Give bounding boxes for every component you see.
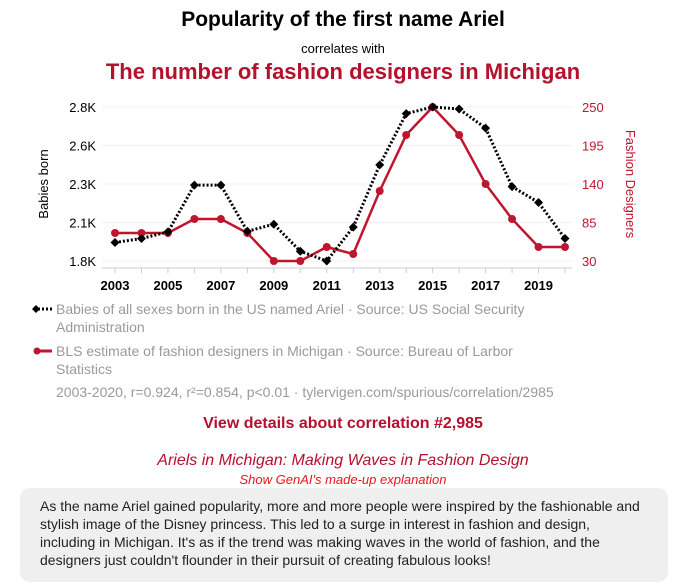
legend-marker-2 — [33, 347, 52, 355]
fashion-designers-line — [115, 105, 565, 263]
show-genai-link[interactable]: Show GenAI's made-up explanation — [239, 472, 447, 487]
legend-label-2: BLS estimate of fashion designers in Mic… — [56, 343, 513, 377]
babies-point — [348, 222, 358, 232]
y-tick-label: 2.6K — [69, 139, 96, 154]
fashion-designers-point — [402, 131, 411, 139]
legend-label-1: Babies of all sexes born in the US named… — [56, 301, 525, 335]
y-tick-label: 2.3K — [69, 177, 96, 192]
babies-point — [481, 123, 491, 133]
legend-marker-1 — [32, 305, 52, 313]
view-details-link[interactable]: View details about correlation #2,985 — [203, 415, 483, 432]
babies-point — [534, 197, 544, 207]
legend-series-2: BLS estimate of fashion designers in Mic… — [56, 342, 556, 378]
fashion-designers-point — [534, 243, 543, 251]
fashion-designers-point — [508, 215, 517, 223]
y-axis-label: Babies born — [36, 149, 51, 218]
babies-point — [560, 234, 570, 244]
fashion-designers-point — [296, 257, 305, 265]
babies-point — [110, 238, 120, 248]
y2-tick-label: 140 — [582, 177, 604, 192]
fashion-designers-point — [190, 215, 199, 223]
x-tick-label: 2003 — [101, 278, 130, 293]
babies-point — [242, 226, 252, 236]
babies-point — [322, 256, 332, 266]
fashion-designers-point — [349, 250, 358, 258]
fashion-designers-point — [322, 243, 331, 251]
x-tick-label: 2013 — [365, 278, 394, 293]
x-tick-label: 2015 — [418, 278, 447, 293]
babies-point — [163, 227, 173, 237]
genai-title: Ariels in Michigan: Making Waves in Fash… — [157, 452, 529, 469]
y-tick-label: 1.8K — [69, 254, 96, 269]
y2-tick-label: 250 — [582, 100, 604, 115]
stats-text: 2003-2020, r=0.924, r²=0.854, p<0.01 · t… — [56, 384, 554, 400]
correlation-chart: 1.8K 30 2.1K 85 2.3K 140 2.6K 195 2.8K 250 2003 200… — [36, 100, 638, 293]
y2-tick-label: 195 — [582, 139, 604, 154]
y-tick-label: 2.8K — [69, 100, 96, 115]
fashion-designers-point — [137, 229, 146, 237]
x-tick-label: 2005 — [153, 278, 182, 293]
y-tick-label: 2.1K — [69, 216, 96, 231]
babies-point — [428, 102, 438, 112]
chart-title: Popularity of the first name Ariel — [181, 8, 505, 31]
x-tick-label: 2019 — [524, 278, 553, 293]
x-tick-label: 2011 — [313, 278, 341, 293]
fashion-designers-point — [269, 257, 278, 265]
babies-point — [401, 109, 411, 119]
x-tick-label: 2009 — [259, 278, 288, 293]
genai-explanation: As the name Ariel gained popularity, mor… — [20, 488, 668, 582]
fashion-designers-point — [375, 187, 384, 195]
fashion-designers-point — [481, 180, 490, 188]
babies-point — [189, 180, 199, 190]
legend-series-1: Babies of all sexes born in the US named… — [56, 300, 556, 336]
y2-tick-label: 30 — [582, 254, 596, 269]
babies-point — [136, 234, 146, 244]
chart-title-2: The number of fashion designers in Michi… — [105, 59, 581, 84]
chart-subtitle: correlates with — [301, 41, 385, 56]
fashion-designers-point — [561, 243, 569, 251]
fashion-designers-point — [111, 229, 119, 237]
babies-point — [295, 246, 305, 256]
babies-point — [216, 180, 226, 190]
x-tick-label: 2017 — [471, 278, 500, 293]
y2-tick-label: 85 — [582, 216, 596, 231]
babies-point — [375, 160, 385, 170]
fashion-designers-point — [455, 131, 464, 139]
x-tick-label: 2007 — [206, 278, 235, 293]
babies-point — [507, 182, 517, 192]
babies-point — [269, 219, 279, 229]
babies-point — [454, 104, 464, 114]
y2-axis-label: Fashion Designers — [623, 130, 638, 239]
fashion-designers-point — [216, 215, 225, 223]
